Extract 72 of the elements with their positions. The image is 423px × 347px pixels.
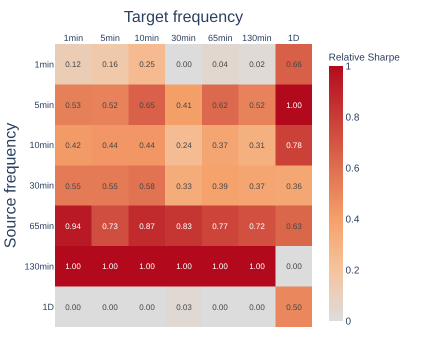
- data-label: 0.00: [65, 302, 82, 312]
- data-label: 0.62: [212, 100, 228, 110]
- color-bar-label: 1: [346, 62, 352, 72]
- y-tick-label: 30min: [29, 180, 54, 191]
- y-tick-label: 1min: [34, 59, 54, 70]
- data-label: 0.00: [286, 262, 302, 271]
- y-tick-label: 1D: [42, 302, 54, 312]
- data-label: 0.50: [286, 302, 302, 312]
- color-bar-label: 0.6: [346, 164, 360, 174]
- data-label: 0.04: [212, 60, 228, 69]
- x-tick-label: 30min: [171, 33, 196, 44]
- data-label: 0.24: [176, 140, 192, 150]
- y-tick-label: 130min: [24, 262, 54, 272]
- data-label: 1.00: [65, 262, 82, 271]
- data-label: 0.00: [249, 302, 266, 312]
- data-label: 0.02: [249, 60, 266, 69]
- data-label: 0.12: [65, 60, 82, 69]
- data-label: 0.42: [65, 140, 82, 150]
- data-label: 0.63: [286, 222, 302, 231]
- data-label: 0.52: [102, 100, 118, 110]
- data-label: 0.72: [249, 222, 266, 231]
- data-label: 0.87: [139, 222, 156, 231]
- data-label: 0.58: [139, 182, 156, 191]
- data-label: 0.44: [139, 140, 156, 150]
- data-label: 0.37: [212, 140, 228, 150]
- data-label: 0.52: [249, 100, 266, 110]
- data-label: 1.00: [102, 262, 118, 271]
- data-label: 0.00: [139, 302, 156, 312]
- x-axis-title: Target frequency: [124, 9, 244, 26]
- y-tick-label: 65min: [29, 221, 54, 232]
- x-tick-label: 10min: [134, 33, 160, 44]
- data-label: 0.55: [65, 182, 82, 191]
- data-label: 0.00: [176, 60, 192, 69]
- color-bar-label: 0: [346, 316, 352, 328]
- data-label: 0.31: [249, 140, 266, 150]
- data-label: 0.83: [176, 222, 192, 231]
- data-label: 0.16: [102, 60, 118, 69]
- data-label: 0.73: [102, 222, 118, 231]
- x-tick-label: 130min: [242, 33, 272, 44]
- data-label: 0.41: [176, 100, 192, 110]
- x-tick-label: 1min: [64, 33, 84, 44]
- data-label: 0.94: [65, 222, 82, 231]
- data-label: 0.77: [212, 222, 228, 231]
- y-tick-label: 5min: [34, 100, 54, 110]
- data-label: 1.00: [176, 262, 192, 271]
- color-bar-label: 0.2: [346, 266, 360, 276]
- color-bar-label: 0.8: [346, 112, 360, 124]
- data-label: 1.00: [249, 262, 266, 271]
- x-tick-label: 5min: [100, 33, 120, 44]
- data-label: 0.03: [176, 302, 192, 312]
- data-label: 1.00: [286, 100, 302, 110]
- data-label: 0.37: [249, 182, 266, 191]
- data-label: 0.65: [139, 100, 156, 110]
- data-label: 1.00: [212, 262, 228, 271]
- data-label: 0.66: [286, 60, 302, 69]
- data-label: 0.00: [102, 302, 118, 312]
- data-label: 0.36: [286, 182, 302, 191]
- data-label: 0.53: [65, 100, 82, 110]
- data-label: 0.44: [102, 140, 118, 150]
- y-tick-label: 10min: [29, 140, 54, 150]
- data-label: 0.33: [176, 182, 192, 191]
- color-bar-label: 0.4: [346, 214, 360, 226]
- data-label: 0.39: [212, 182, 228, 191]
- x-tick-label: 65min: [208, 33, 232, 44]
- color-bar-title: Relative Sharpe: [328, 52, 400, 64]
- x-tick-label: 1D: [288, 33, 300, 44]
- y-axis-title: Source frequency: [2, 122, 20, 248]
- data-label: 0.00: [212, 302, 228, 312]
- data-label: 1.00: [139, 262, 156, 271]
- data-label: 0.78: [286, 140, 302, 150]
- data-label: 0.25: [139, 60, 156, 69]
- data-label: 0.55: [102, 182, 118, 191]
